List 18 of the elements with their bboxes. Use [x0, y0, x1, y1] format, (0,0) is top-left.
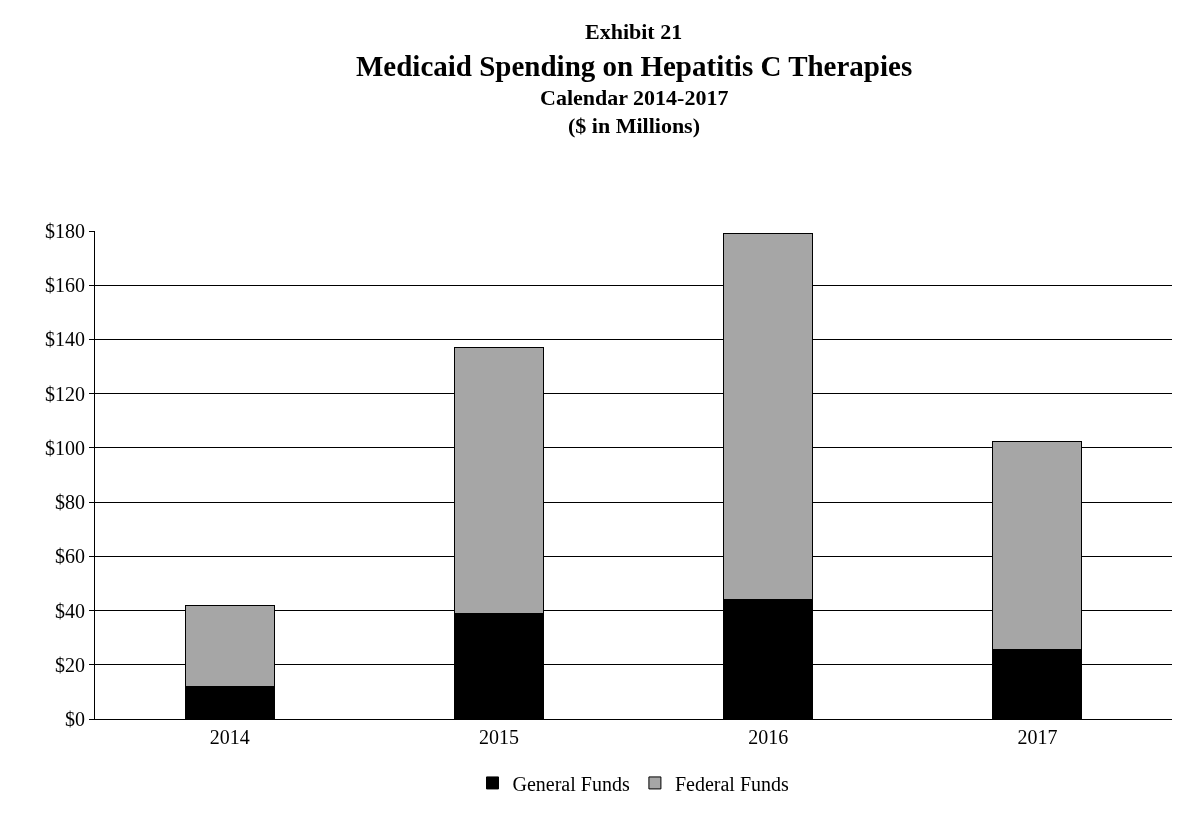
legend-label: General Funds — [512, 772, 630, 795]
y-tick-label: $80 — [55, 491, 85, 514]
x-tick-label: 2016 — [748, 726, 789, 748]
y-tick-label: $40 — [55, 599, 85, 622]
x-tick-label: 2015 — [478, 726, 519, 748]
y-tick-label: $180 — [45, 220, 85, 242]
x-tick-label: 2017 — [1017, 726, 1058, 748]
chart-subtitle: Calendar 2014-2017 ($ in Millions) — [540, 85, 729, 138]
y-tick-label: $140 — [45, 328, 85, 351]
y-tick-label: $160 — [45, 274, 85, 297]
y-tick-label: $60 — [55, 545, 85, 568]
legend-label: Federal Funds — [674, 772, 790, 795]
y-tick-label: $120 — [45, 382, 85, 405]
y-tick-label: $0 — [65, 708, 85, 730]
y-tick-label: $100 — [45, 436, 85, 459]
chart-title: Exhibit 21 Medicaid Spending on Hepatitis C Therapies — [356, 19, 913, 82]
x-tick-label: 2014 — [209, 726, 250, 748]
y-tick-label: $20 — [55, 653, 85, 676]
